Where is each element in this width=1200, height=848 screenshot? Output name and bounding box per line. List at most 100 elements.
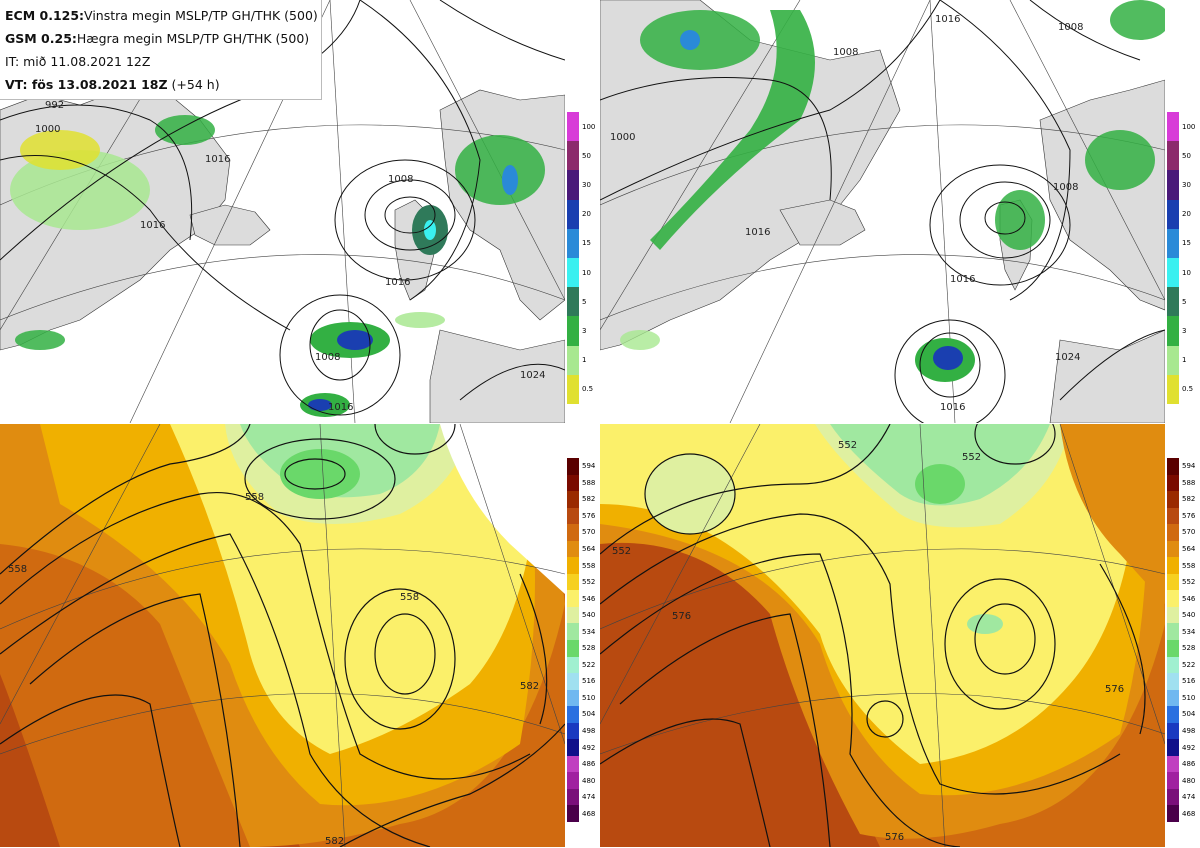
map-ecm-500: 558 558 558 582 582 [0,424,565,847]
thickness-colorbar-swatch [1167,573,1179,591]
svg-text:558: 558 [245,492,264,503]
precip-colorbar-tick-label: 3 [1182,327,1187,335]
forecast-hour: (+54 h) [167,77,220,92]
svg-text:1016: 1016 [328,402,353,413]
thk-534 [915,464,965,504]
thickness-colorbar-tick-label: 522 [1182,660,1196,669]
precip-colorbar-swatch [567,345,579,376]
precip-colorbar-tick-label: 1 [582,356,587,365]
panel-divider [596,0,598,848]
thk-534 [280,449,360,499]
svg-text:552: 552 [962,452,981,463]
thickness-colorbar-swatch [567,557,579,575]
thickness-colorbar-tick-label: 570 [582,528,596,537]
thickness-colorbar-tick-label: 474 [1182,793,1196,802]
precip-colorbar-swatch [1167,141,1179,171]
svg-text:558: 558 [8,564,27,575]
thickness-colorbar-swatch [567,656,579,674]
precip-colorbar-swatch [567,287,579,317]
thickness-colorbar-tick-label: 546 [1182,594,1196,603]
precip-colorbar-swatch [1167,112,1179,142]
precip-colorbar-swatch [567,170,579,201]
thickness-colorbar-swatch [567,590,579,608]
thickness-colorbar-tick-label: 498 [1182,727,1196,735]
thickness-colorbar-tick-label: 492 [1182,743,1196,752]
precip-colorbar-tick-label: 30 [1182,181,1191,189]
thickness-colorbar-tick-label: 546 [582,594,596,603]
thickness-colorbar-swatch [1167,524,1179,542]
thickness-colorbar-swatch [1167,474,1179,492]
thickness-colorbar-swatch [567,805,579,823]
thickness-colorbar-tick-label: 588 [1182,478,1196,487]
legend-info-box: ECM 0.125:Vinstra megin MSLP/TP GH/THK (… [0,0,322,100]
precip-colorbar-tick-label: 100 [582,122,596,131]
land-scandinavia [440,424,565,594]
thickness-colorbar-swatch [1167,673,1179,691]
thickness-colorbar-left: 594 588 582 576 570 564 558 552 546 540 534 528 522 5… [567,458,599,823]
model-ecm-label: ECM 0.125: [5,8,85,23]
precip-colorbar-swatch [1167,199,1179,230]
thickness-colorbar-tick-label: 468 [1182,809,1196,818]
svg-text:992: 992 [45,100,64,111]
thickness-colorbar-swatch [1167,458,1179,476]
precip-colorbar-tick-label: 0.5 [1182,385,1194,394]
thickness-colorbar-swatch [567,524,579,542]
thickness-colorbar-tick-label: 564 [582,545,596,553]
thickness-colorbar-tick-label: 564 [1182,545,1196,553]
thickness-colorbar-tick-label: 582 [582,495,596,504]
thickness-colorbar-swatch [1167,540,1179,558]
thickness-colorbar-tick-label: 582 [1182,495,1196,504]
svg-text:1016: 1016 [745,227,770,238]
svg-text:1016: 1016 [385,277,410,288]
thickness-colorbar-tick-label: 570 [1182,528,1196,537]
thickness-colorbar-swatch [567,706,579,724]
isobars [0,0,565,416]
precip-colorbar-tick-label: 5 [582,297,587,306]
svg-text:1000: 1000 [610,132,635,143]
svg-text:576: 576 [885,832,904,843]
precip-colorbar-tick-label: 30 [582,181,591,189]
thickness-colorbar-tick-label: 558 [1182,561,1196,570]
precip-colorbar-tick-label: 20 [1182,210,1191,219]
thickness-colorbar-tick-label: 516 [582,677,596,686]
info-line-1: ECM 0.125:Vinstra megin MSLP/TP GH/THK (… [5,4,318,27]
precip-colorbar-left: 100 50 30 20 15 10 5 3 1 0.5 [567,112,599,405]
thickness-colorbar-swatch [567,788,579,806]
thickness-colorbar-swatch [1167,590,1179,608]
initial-time: IT: mið 11.08.2021 12Z [5,54,151,69]
precip-colorbar-swatch [567,374,579,405]
land-iceland [189,204,271,246]
thickness-colorbar-tick-label: 504 [1182,710,1196,719]
svg-text:1008: 1008 [1053,182,1078,193]
precip-colorbar-right: 100 50 30 20 15 10 5 3 1 0.5 [1167,112,1199,405]
precip-field [620,0,1165,382]
thickness-colorbar-swatch [1167,755,1179,773]
thickness-colorbar-tick-label: 534 [1182,627,1196,636]
info-line-4: VT: fös 13.08.2021 18Z (+54 h) [5,73,316,96]
svg-text:1024: 1024 [520,370,545,381]
thickness-colorbar-swatch [567,458,579,476]
precip-colorbar-swatch [1167,170,1179,201]
thickness-colorbar-swatch [567,573,579,591]
precip-colorbar-tick-label: 10 [1182,268,1191,277]
height-contours [600,424,1146,847]
svg-text:558: 558 [400,592,419,603]
svg-text:1000: 1000 [35,124,60,135]
thickness-colorbar-swatch [567,689,579,707]
svg-text:1016: 1016 [205,154,230,165]
thickness-colorbar-swatch [1167,739,1179,757]
precip-colorbar-tick-label: 10 [582,268,591,277]
isobar-labels: 1000 992 1016 1008 1016 1016 1008 1016 1… [35,100,545,413]
model-gsm-label: GSM 0.25: [5,31,77,46]
thickness-colorbar-tick-label: 552 [1182,578,1196,587]
svg-text:1016: 1016 [140,220,165,231]
isobar-labels: 1016 1008 1016 1008 1016 1016 1024 1000 … [610,14,1083,413]
svg-text:1016: 1016 [940,402,965,413]
land-europe [429,329,565,423]
precip-colorbar-swatch [567,316,579,347]
map-gsm-mslp: 1016 1008 1016 1008 1016 1016 1024 1000 … [600,0,1165,423]
model-ecm-desc: Vinstra megin MSLP/TP GH/THK (500) [84,8,318,23]
thickness-colorbar-tick-label: 594 [1182,462,1196,471]
precip-colorbar-tick-label: 50 [582,151,591,160]
map-panel-ecm-500: 558 558 558 582 582 [0,424,565,847]
